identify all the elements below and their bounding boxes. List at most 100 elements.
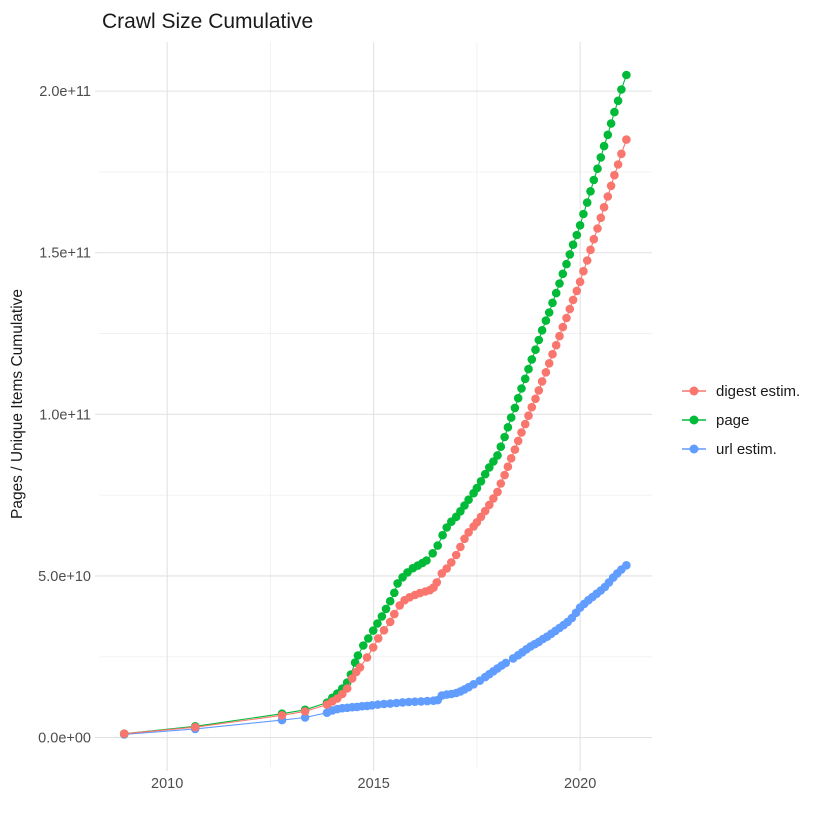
data-point [355,663,365,672]
data-point [520,374,530,384]
data-point [524,411,533,421]
data-point [579,266,588,276]
data-point [190,722,200,732]
data-point [377,612,387,621]
legend-label: url estim. [716,441,777,458]
data-point [575,277,585,287]
series-url-estim [119,561,631,739]
data-point [517,428,526,437]
axis-ticks [95,90,581,771]
x-tick-label: 2015 [358,776,390,792]
data-point [513,393,523,403]
data-point [464,495,473,505]
data-point [373,700,383,709]
data-point [565,304,575,314]
data-point [364,634,373,643]
data-point [472,483,482,493]
data-point [513,436,523,446]
data-point [300,713,310,722]
data-point [447,558,456,567]
gridlines-major [99,42,652,767]
data-point [404,697,414,707]
data-point [353,651,363,660]
data-point [379,699,389,709]
data-point [555,331,564,341]
data-point [398,698,407,707]
legend-key-point-icon [689,444,699,454]
data-point [537,326,547,335]
data-point [555,279,564,288]
y-tick-label: 5.0e+10 [38,569,91,585]
data-point [379,626,389,635]
data-point [622,561,631,570]
y-tick-label: 0.0e+00 [38,731,91,747]
data-point [506,454,516,463]
data-point [500,470,509,480]
data-point [599,202,609,212]
data-point [589,175,599,185]
data-point [510,403,520,413]
data-point [548,298,557,308]
data-point [593,224,602,233]
data-point [385,617,395,627]
data-point [390,588,399,598]
data-point [385,699,395,708]
data-point [606,119,616,128]
data-point [500,432,509,442]
data-point [489,457,498,466]
data-point [362,653,372,662]
data-point [551,340,561,350]
data-point [485,500,494,510]
data-point [469,680,478,689]
data-point [489,494,498,503]
gridlines-minor [99,42,652,767]
data-point [534,386,544,395]
data-point [531,394,540,404]
data-point [582,256,592,265]
y-axis-title: Pages / Unique Items Cumulative [9,289,26,519]
data-point [359,641,368,650]
legend-item-page: page [682,412,749,429]
data-point [572,230,582,240]
data-point [534,335,544,345]
chart-title: Crawl Size Cumulative [102,10,313,33]
data-point [610,170,619,180]
y-tick-label: 2.0e+11 [39,84,91,100]
data-point [432,578,442,587]
axis-labels: 2010 2015 2020 0.0e+00 5.0e+10 1.0e+11 1.5e+11… [38,84,596,792]
data-point [531,345,540,355]
data-point [503,423,513,432]
series-digest-estim [119,135,631,738]
data-point [423,696,432,706]
data-point [476,477,486,486]
data-point [558,269,568,279]
data-point [496,479,506,488]
data-point [442,523,452,532]
data-point [456,542,465,552]
data-point [562,313,571,323]
data-point [373,619,382,628]
data-point [541,316,551,325]
data-point [617,149,626,159]
data-point [582,198,592,207]
data-point [524,364,533,374]
data-point [575,221,585,230]
data-point [548,349,557,359]
data-point [410,697,420,706]
legend: digest estim. page url estim. [682,383,800,458]
data-point [119,729,129,738]
data-point [460,534,469,544]
y-tick-label: 1.0e+11 [39,407,91,423]
data-point [277,711,287,720]
data-point [442,564,452,573]
data-point [496,442,506,452]
plot-panel [99,42,652,767]
data-point [347,674,357,683]
data-point [558,322,568,332]
data-point [342,684,352,693]
data-point [464,528,473,537]
data-point [596,153,606,162]
x-tick-label: 2010 [151,776,183,792]
data-point [438,530,447,540]
data-point [589,234,599,244]
